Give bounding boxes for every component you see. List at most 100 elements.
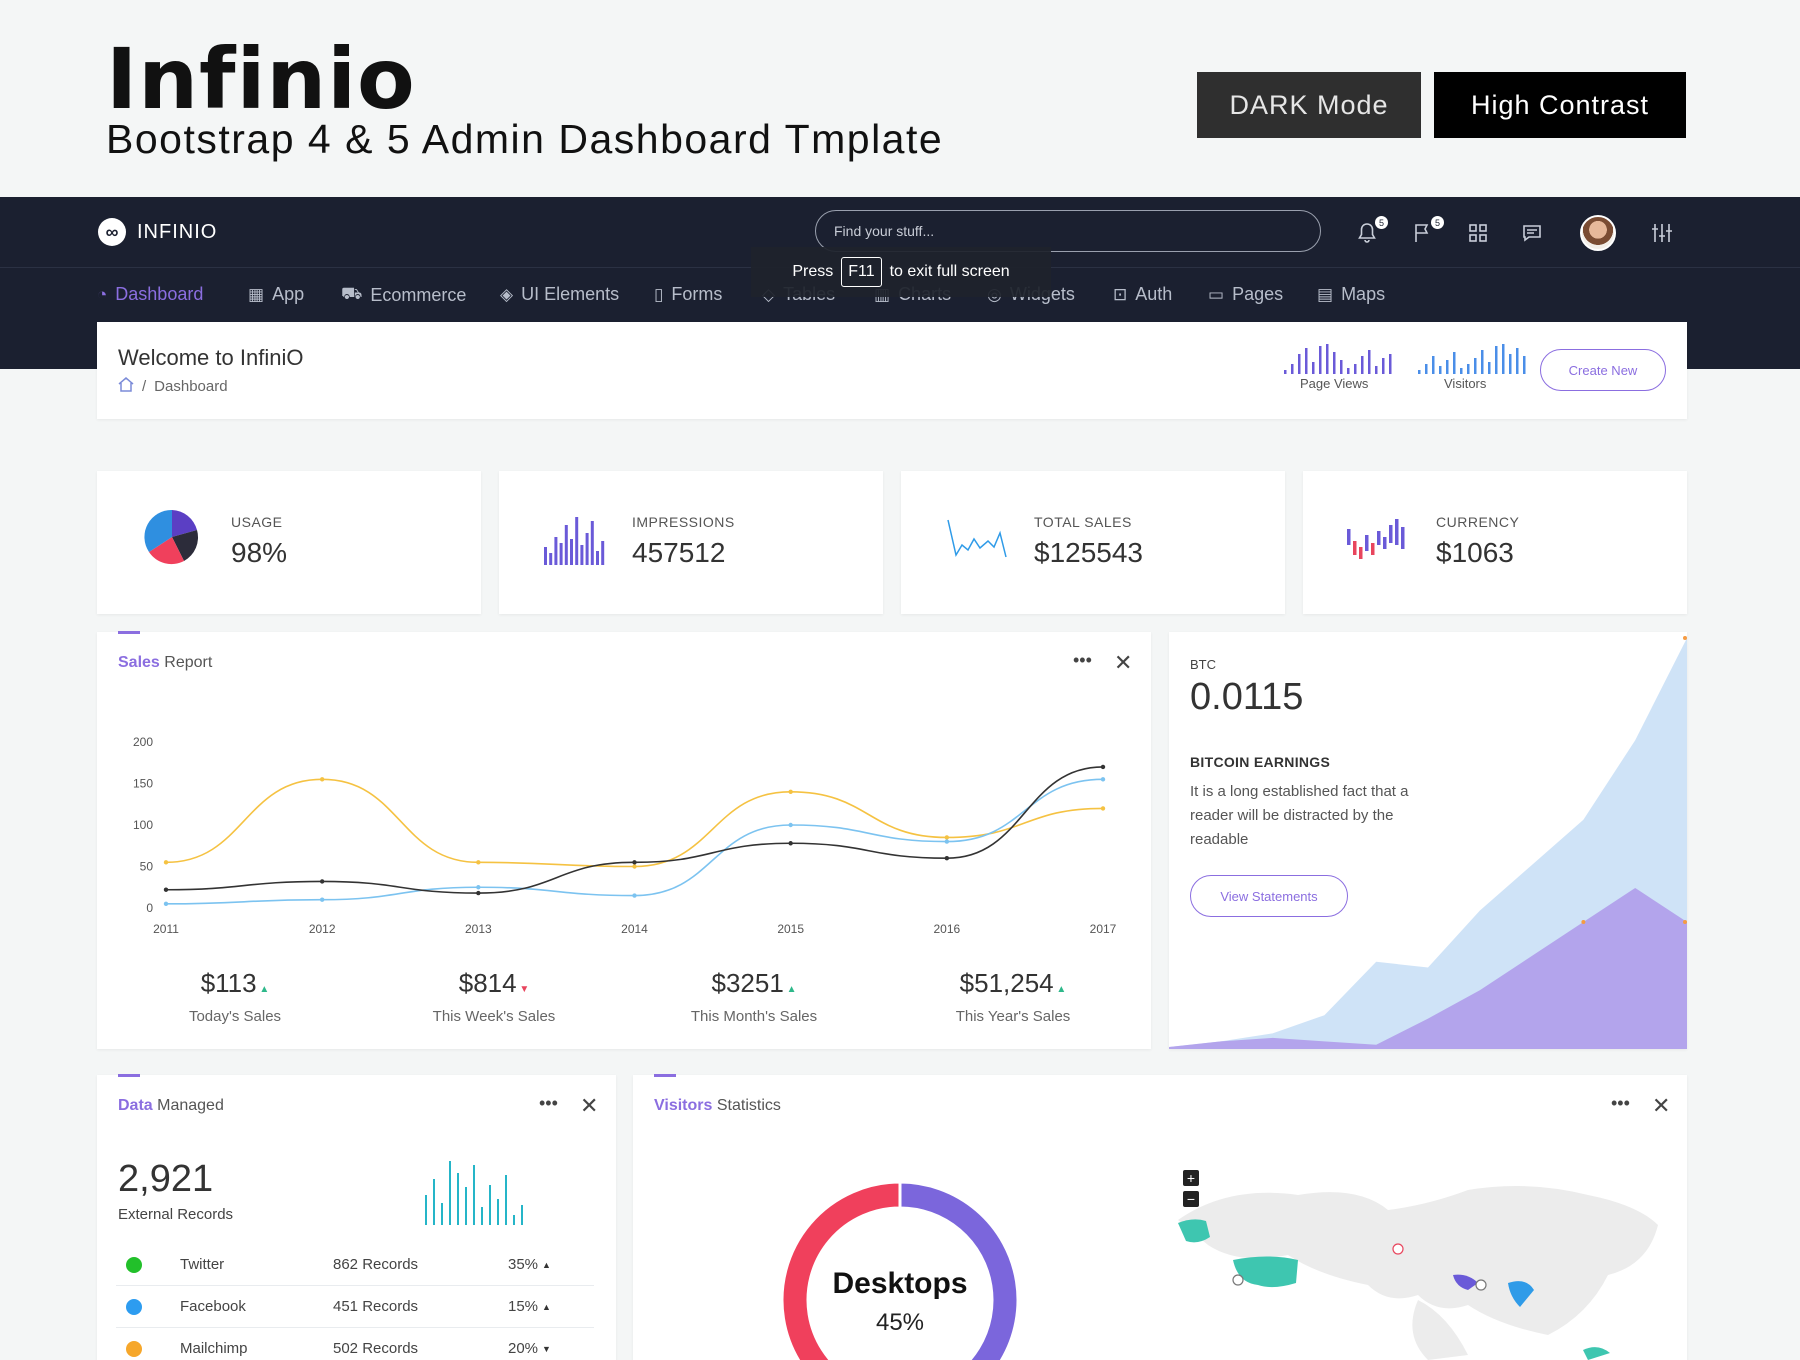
- data-point: [944, 856, 950, 861]
- source-name: Facebook: [180, 1298, 246, 1315]
- cart-icon: ⛟: [341, 284, 363, 303]
- trend-down-icon: ▼: [542, 1343, 551, 1354]
- nav-item-forms[interactable]: ▯ Forms: [654, 284, 722, 305]
- world-map[interactable]: [1168, 1165, 1668, 1360]
- map-marker: [1475, 1279, 1487, 1291]
- sparkline-bar: [1319, 346, 1322, 374]
- bars-icon: [544, 517, 605, 565]
- sparkline-bar: [1291, 364, 1294, 374]
- candle: [1395, 519, 1399, 545]
- logo-icon[interactable]: ∞: [98, 218, 126, 246]
- records-total-label: External Records: [118, 1206, 234, 1223]
- series-line: [165, 778, 1104, 868]
- chat-icon[interactable]: [1517, 218, 1547, 248]
- sparkline-bar: [481, 1207, 483, 1225]
- nav-item-maps[interactable]: ▤ Maps: [1317, 284, 1385, 305]
- data-point: [1100, 777, 1106, 782]
- sparkline-bar: [1312, 362, 1315, 374]
- more-options-icon[interactable]: •••: [1073, 650, 1092, 670]
- breadcrumb: / Dashboard: [118, 377, 228, 396]
- sparkline-bar: [1460, 368, 1463, 374]
- flag-icon[interactable]: [1408, 218, 1438, 248]
- sparkline-bar: [1467, 364, 1470, 374]
- sparkline-bar: [1298, 354, 1301, 374]
- donut-label: Desktops: [832, 1267, 967, 1300]
- candlestick-icon: [1347, 519, 1405, 559]
- data-point: [163, 887, 169, 892]
- nav-item-app[interactable]: ▦ App: [248, 284, 304, 305]
- nav-item-dashboard[interactable]: ◔ Dashboard: [97, 284, 203, 305]
- impressions-value: 457512: [632, 537, 726, 568]
- source-percent: 20%: [508, 1340, 539, 1357]
- data-point: [319, 777, 325, 782]
- close-icon[interactable]: ✕: [580, 1093, 599, 1118]
- x-tick-label: 2016: [933, 922, 960, 936]
- card-accent: [654, 1074, 676, 1077]
- source-records: 502 Records: [333, 1340, 419, 1357]
- sparkline-bar: [1474, 358, 1477, 374]
- sparkline-bar: [425, 1195, 427, 1225]
- data-managed-title: Data Managed: [118, 1097, 224, 1114]
- sparkline-bar: [505, 1175, 507, 1225]
- summary-value: $814 ▼: [458, 968, 530, 998]
- y-tick-label: 200: [133, 735, 153, 749]
- data-point: [788, 841, 793, 846]
- visitors-title: Visitors Statistics: [654, 1097, 781, 1114]
- icon-bar: [554, 537, 558, 565]
- search-input[interactable]: [815, 210, 1321, 252]
- records-sparkline: [425, 1161, 523, 1225]
- summary-value: $51,254 ▲: [959, 968, 1067, 998]
- sparkline-bar: [1446, 360, 1449, 374]
- breadcrumb-separator: /: [142, 378, 147, 395]
- trend-up-icon: ▲: [783, 984, 797, 995]
- nav-item-ecommerce[interactable]: ⛟ Ecommerce: [341, 284, 466, 306]
- more-options-icon[interactable]: •••: [1611, 1093, 1630, 1113]
- donut-slice: [898, 1180, 1020, 1360]
- card-accent: [118, 631, 140, 634]
- btc-value: 0.0115: [1190, 676, 1304, 718]
- map-region-alaska: [1178, 1219, 1210, 1243]
- sparkline-bar: [1333, 352, 1336, 374]
- map-zoom-in-button[interactable]: +: [1183, 1170, 1199, 1186]
- candle: [1401, 527, 1405, 549]
- sparkline-bar: [1347, 368, 1350, 374]
- map-zoom-out-button[interactable]: −: [1183, 1191, 1199, 1207]
- nav-item-auth[interactable]: ⊡ Auth: [1113, 284, 1172, 305]
- close-icon[interactable]: ✕: [1652, 1093, 1671, 1118]
- more-options-icon[interactable]: •••: [539, 1093, 558, 1113]
- settings-sliders-icon[interactable]: [1647, 218, 1677, 248]
- record-row[interactable]: Facebook 451 Records 15% ▲: [116, 1286, 594, 1328]
- bell-icon[interactable]: [1352, 218, 1382, 248]
- high-contrast-button[interactable]: High Contrast: [1434, 72, 1686, 138]
- device-donut-chart: Desktops 45%: [780, 1180, 1020, 1360]
- sparkline-bar: [513, 1215, 515, 1225]
- dark-mode-button[interactable]: DARK Mode: [1197, 72, 1421, 138]
- data-point: [476, 885, 481, 890]
- brand-name[interactable]: INFINIO: [137, 221, 218, 243]
- donut-value: 45%: [876, 1309, 924, 1336]
- nav-item-ui-elements[interactable]: ◈ UI Elements: [500, 284, 619, 305]
- record-row[interactable]: Twitter 862 Records 35% ▲: [116, 1244, 594, 1286]
- icon-bar: [575, 517, 579, 565]
- user-avatar[interactable]: [1580, 215, 1616, 251]
- data-point: [1100, 764, 1106, 770]
- candle: [1347, 529, 1351, 545]
- sparkline-bar: [1305, 348, 1308, 374]
- record-row[interactable]: Mailchimp 502 Records 20% ▼: [116, 1328, 594, 1360]
- create-new-button[interactable]: Create New: [1540, 349, 1666, 391]
- sparkline-bar: [1495, 346, 1498, 374]
- close-icon[interactable]: ✕: [1114, 650, 1133, 675]
- apps-grid-icon[interactable]: [1463, 218, 1493, 248]
- view-statements-button[interactable]: View Statements: [1190, 875, 1348, 917]
- icon-bar: [596, 551, 599, 565]
- icon-bar: [564, 525, 568, 565]
- trend-up-icon: ▲: [542, 1301, 551, 1312]
- grid-icon: ▦: [248, 284, 265, 304]
- source-dot: [126, 1256, 142, 1273]
- home-icon[interactable]: [118, 377, 134, 396]
- file-icon: ▯: [654, 284, 664, 304]
- nav-item-label: Auth: [1135, 284, 1173, 304]
- nav-item-pages[interactable]: ▭ Pages: [1208, 284, 1283, 305]
- data-managed-card: [97, 1075, 616, 1360]
- icon-bar: [590, 521, 594, 565]
